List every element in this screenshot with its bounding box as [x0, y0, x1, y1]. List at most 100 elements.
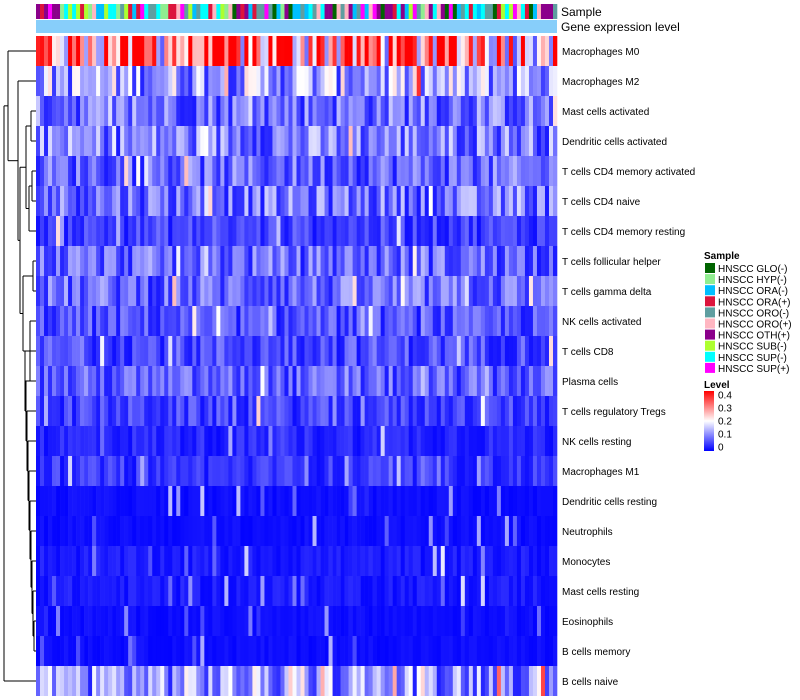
sample-annotation-cell — [332, 4, 337, 19]
heatmap-cell — [164, 66, 169, 96]
heatmap-cell — [164, 486, 169, 516]
heatmap-cell — [228, 36, 233, 66]
heatmap-cell — [124, 366, 129, 396]
heatmap-cell — [52, 246, 57, 276]
heatmap-cell — [72, 126, 77, 156]
heatmap-cell — [508, 276, 514, 306]
heatmap-cell — [188, 36, 193, 66]
heatmap-cell — [496, 396, 502, 426]
heatmap-cell — [528, 156, 534, 186]
heatmap-cell — [60, 276, 65, 306]
heatmap-cell — [288, 426, 293, 456]
heatmap-cell — [316, 336, 321, 366]
heatmap-cell — [320, 366, 325, 396]
sample-annotation-cell — [136, 4, 141, 19]
heatmap-cell — [524, 66, 530, 96]
heatmap-cell — [136, 486, 141, 516]
heatmap-cell — [248, 606, 253, 636]
heatmap-cell — [68, 306, 73, 336]
heatmap-cell — [132, 396, 137, 426]
heatmap-cell — [80, 546, 85, 576]
heatmap-cell — [452, 666, 458, 696]
heatmap-cell — [156, 456, 161, 486]
heatmap-cell — [340, 36, 345, 66]
heatmap-cell — [432, 576, 438, 606]
heatmap-cell — [188, 456, 193, 486]
heatmap-cell — [328, 96, 333, 126]
heatmap-cell — [268, 456, 273, 486]
heatmap-cell — [328, 126, 333, 156]
heatmap-cell — [88, 306, 93, 336]
heatmap-cell — [152, 546, 157, 576]
heatmap-cell — [468, 366, 474, 396]
sample-annotation-cell — [468, 4, 474, 19]
heatmap-cell — [216, 576, 221, 606]
heatmap-cell — [404, 456, 410, 486]
heatmap-cell — [56, 36, 61, 66]
heatmap-cell — [296, 516, 301, 546]
heatmap-cell — [388, 516, 393, 546]
heatmap-cell — [304, 456, 309, 486]
sample-annotation-cell — [552, 4, 558, 19]
heatmap-cell — [128, 396, 133, 426]
heatmap-cell — [524, 126, 530, 156]
heatmap-cell — [332, 486, 337, 516]
heatmap-cell — [324, 516, 329, 546]
heatmap-cell — [400, 606, 406, 636]
heatmap-cell — [512, 396, 518, 426]
heatmap-cell — [168, 606, 173, 636]
heatmap-cell — [208, 546, 213, 576]
heatmap-cell — [84, 246, 89, 276]
heatmap-cell — [120, 336, 125, 366]
heatmap-cell — [180, 186, 185, 216]
heatmap-cell — [228, 186, 233, 216]
heatmap-cell — [516, 636, 522, 666]
heatmap-cell — [60, 396, 65, 426]
heatmap-cell — [124, 216, 129, 246]
heatmap-cell — [340, 426, 345, 456]
heatmap-cell — [404, 246, 410, 276]
heatmap-cell — [392, 456, 397, 486]
heatmap-cell — [508, 246, 514, 276]
heatmap-cell — [328, 216, 333, 246]
heatmap-cell — [224, 216, 229, 246]
heatmap-cell — [428, 426, 434, 456]
heatmap-cell — [144, 126, 149, 156]
row-label: Dendritic cells activated — [562, 137, 667, 148]
heatmap-cell — [544, 216, 550, 246]
heatmap-cell — [284, 66, 289, 96]
heatmap-cell — [68, 366, 73, 396]
heatmap-cell — [112, 366, 117, 396]
heatmap-cell — [468, 606, 474, 636]
heatmap-cell — [428, 336, 434, 366]
heatmap-cell — [316, 396, 321, 426]
heatmap-cell — [480, 276, 486, 306]
heatmap-cell — [344, 456, 349, 486]
heatmap-cell — [500, 96, 506, 126]
heatmap-cell — [476, 396, 482, 426]
heatmap-cell — [116, 396, 121, 426]
heatmap-cell — [508, 126, 514, 156]
heatmap-cell — [188, 66, 193, 96]
heatmap-cell — [140, 606, 145, 636]
heatmap-cell — [532, 66, 538, 96]
heatmap-cell — [64, 96, 69, 126]
heatmap-cell — [116, 516, 121, 546]
heatmap-cell — [516, 216, 522, 246]
heatmap-cell — [452, 576, 458, 606]
heatmap-cell — [244, 366, 249, 396]
heatmap-cell — [204, 186, 209, 216]
heatmap-cell — [208, 186, 213, 216]
heatmap-cell — [104, 636, 109, 666]
heatmap-cell — [552, 36, 558, 66]
heatmap-cell — [108, 306, 113, 336]
heatmap-cell — [512, 456, 518, 486]
heatmap-cell — [444, 156, 450, 186]
heatmap-cell — [320, 576, 325, 606]
heatmap-cell — [388, 636, 393, 666]
heatmap-cell — [72, 186, 77, 216]
heatmap-cell — [468, 396, 474, 426]
heatmap-cell — [256, 336, 261, 366]
heatmap-cell — [96, 426, 101, 456]
heatmap-cell — [252, 636, 257, 666]
